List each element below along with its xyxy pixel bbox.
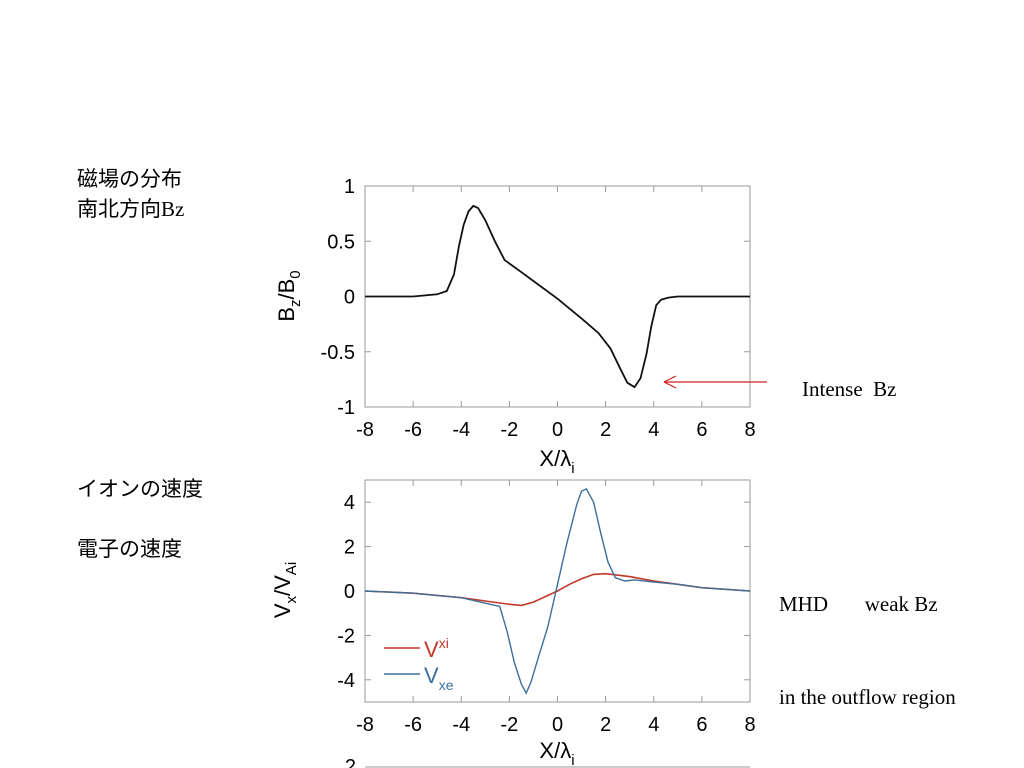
y-tick-label: 4	[344, 492, 355, 514]
ion-velocity-label: イオンの速度	[77, 477, 203, 501]
y-tick-label: 0	[344, 581, 355, 603]
vel-y-sub-ai: Ai	[283, 562, 300, 575]
mhd-note-line1: MHD weak Bz	[779, 592, 938, 616]
velocity-x-ticks: -8 -6 -4 -2 0 2 4 6 8	[356, 480, 756, 736]
x-tick-label: -6	[404, 714, 422, 736]
bz-distribution-label: 磁場の分布 南北方向Bz	[77, 164, 184, 224]
intense-bz-note: Intense Bz	[802, 377, 897, 401]
velocity-y-axis-label: Vx/VAi	[270, 562, 300, 618]
bz-series-line	[365, 204, 750, 389]
bz-distribution-line2: 南北方向Bz	[77, 197, 185, 221]
bz-chart: -8 -6 -4 -2 0 2 4 6 8 1 0.5 0 -0.5 -1 Bz/B0 X/λi	[274, 176, 767, 477]
x-tick-label: 8	[744, 419, 755, 441]
x-tick-label: 2	[600, 714, 611, 736]
vel-y-sub-x: x	[283, 595, 300, 603]
bz-y-ticks: 1 0.5 0 -0.5 -1	[321, 176, 750, 419]
velocity-chart: -8 -6 -4 -2 0 2 4 6 8 4 2 0 -2 -4 Vx/VAi X/λi Vxi Vx…	[270, 479, 756, 768]
x-tick-label: 6	[696, 714, 707, 736]
y-tick-label: 1	[344, 176, 355, 198]
y-tick-label: -1	[337, 397, 355, 419]
x-tick-label: 6	[696, 419, 707, 441]
y-tick-label: -4	[337, 670, 355, 692]
legend-electron-label: Vxe	[424, 663, 454, 693]
bz-x-axis-label: X/λi	[539, 446, 574, 477]
y-tick-label: 2	[344, 537, 355, 559]
electron-velocity-label: 電子の速度	[77, 537, 182, 561]
bz-y-sub-z: z	[287, 299, 304, 307]
mhd-note-line2: in the outflow region	[779, 685, 956, 709]
ion-velocity-line	[364, 572, 751, 607]
bz-x-sub-i: i	[571, 460, 574, 477]
vel-y-slash: /V	[270, 575, 295, 596]
bz-y-slash: /B	[274, 279, 299, 300]
intense-bz-arrowhead	[663, 375, 677, 389]
velocity-x-axis-label: X/λi	[539, 738, 574, 768]
mhd-note: MHD weak Bz in the outflow region	[779, 527, 956, 744]
x-tick-label: 4	[648, 419, 659, 441]
x-tick-label: -6	[404, 419, 422, 441]
legend-ion-label: Vxi	[424, 635, 449, 662]
y-tick-label: -2	[337, 625, 355, 647]
bz-y-sub-0: 0	[287, 270, 304, 278]
y-tick-label: 0	[344, 287, 355, 309]
x-tick-label: 0	[552, 714, 563, 736]
x-tick-label: 2	[600, 419, 611, 441]
y-tick-label: 0.5	[327, 231, 355, 253]
x-tick-label: -2	[500, 419, 518, 441]
y-tick-label: -0.5	[321, 342, 355, 364]
third-chart-partial: 2	[345, 756, 750, 768]
bz-y-axis-label: Bz/B0	[274, 270, 304, 321]
bz-x-ticks: -8 -6 -4 -2 0 2 4 6 8	[356, 186, 756, 441]
velocity-legend: Vxi Vxe	[384, 635, 454, 693]
x-tick-label: -2	[500, 714, 518, 736]
x-tick-label: -8	[356, 419, 374, 441]
x-tick-label: -4	[452, 419, 470, 441]
velocity-y-ticks: 4 2 0 -2 -4	[337, 492, 750, 692]
x-tick-label: 4	[648, 714, 659, 736]
third-chart-y-tick-2: 2	[345, 756, 356, 768]
x-tick-label: -4	[452, 714, 470, 736]
x-tick-label: -8	[356, 714, 374, 736]
x-tick-label: 0	[552, 419, 563, 441]
vel-x-sub-i: i	[571, 752, 574, 768]
bz-distribution-line1: 磁場の分布	[77, 167, 182, 191]
electron-velocity-line	[364, 487, 751, 695]
x-tick-label: 8	[744, 714, 755, 736]
